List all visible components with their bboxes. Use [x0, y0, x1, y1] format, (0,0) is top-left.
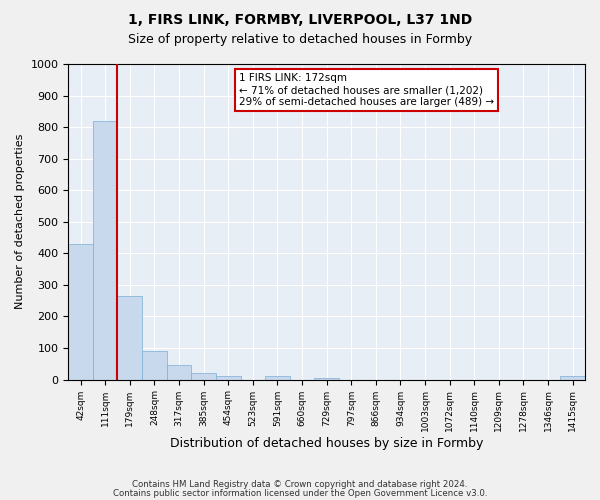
Text: 1 FIRS LINK: 172sqm
← 71% of detached houses are smaller (1,202)
29% of semi-det: 1 FIRS LINK: 172sqm ← 71% of detached ho…	[239, 74, 494, 106]
Bar	[142, 351, 167, 380]
Bar	[314, 378, 339, 380]
Text: Contains HM Land Registry data © Crown copyright and database right 2024.: Contains HM Land Registry data © Crown c…	[132, 480, 468, 489]
Bar	[265, 376, 290, 380]
Text: Size of property relative to detached houses in Formby: Size of property relative to detached ho…	[128, 32, 472, 46]
Bar	[68, 244, 93, 380]
Text: 1, FIRS LINK, FORMBY, LIVERPOOL, L37 1ND: 1, FIRS LINK, FORMBY, LIVERPOOL, L37 1ND	[128, 12, 472, 26]
X-axis label: Distribution of detached houses by size in Formby: Distribution of detached houses by size …	[170, 437, 484, 450]
Bar	[191, 374, 216, 380]
Bar	[118, 296, 142, 380]
Bar	[93, 121, 118, 380]
Bar	[560, 376, 585, 380]
Y-axis label: Number of detached properties: Number of detached properties	[15, 134, 25, 310]
Bar	[216, 376, 241, 380]
Text: Contains public sector information licensed under the Open Government Licence v3: Contains public sector information licen…	[113, 488, 487, 498]
Bar	[167, 366, 191, 380]
